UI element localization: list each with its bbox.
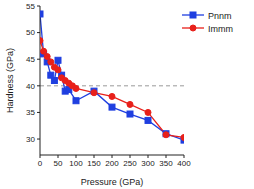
svg-text:100: 100 xyxy=(69,159,83,168)
svg-text:350: 350 xyxy=(159,159,173,168)
svg-text:55: 55 xyxy=(26,2,35,11)
svg-text:50: 50 xyxy=(26,28,35,37)
svg-text:Pressure (GPa): Pressure (GPa) xyxy=(81,177,144,187)
svg-text:45: 45 xyxy=(26,55,35,64)
svg-text:200: 200 xyxy=(105,159,119,168)
svg-text:Hardness (GPa): Hardness (GPa) xyxy=(8,48,15,113)
svg-text:40: 40 xyxy=(26,82,35,91)
svg-text:Immm: Immm xyxy=(208,24,233,34)
svg-text:400: 400 xyxy=(177,159,191,168)
svg-text:150: 150 xyxy=(87,159,101,168)
svg-text:0: 0 xyxy=(38,159,43,168)
svg-text:300: 300 xyxy=(141,159,155,168)
svg-text:30: 30 xyxy=(26,135,35,144)
svg-text:50: 50 xyxy=(54,159,63,168)
svg-text:Pnnm: Pnnm xyxy=(208,11,232,21)
svg-text:35: 35 xyxy=(26,108,35,117)
svg-text:250: 250 xyxy=(123,159,137,168)
